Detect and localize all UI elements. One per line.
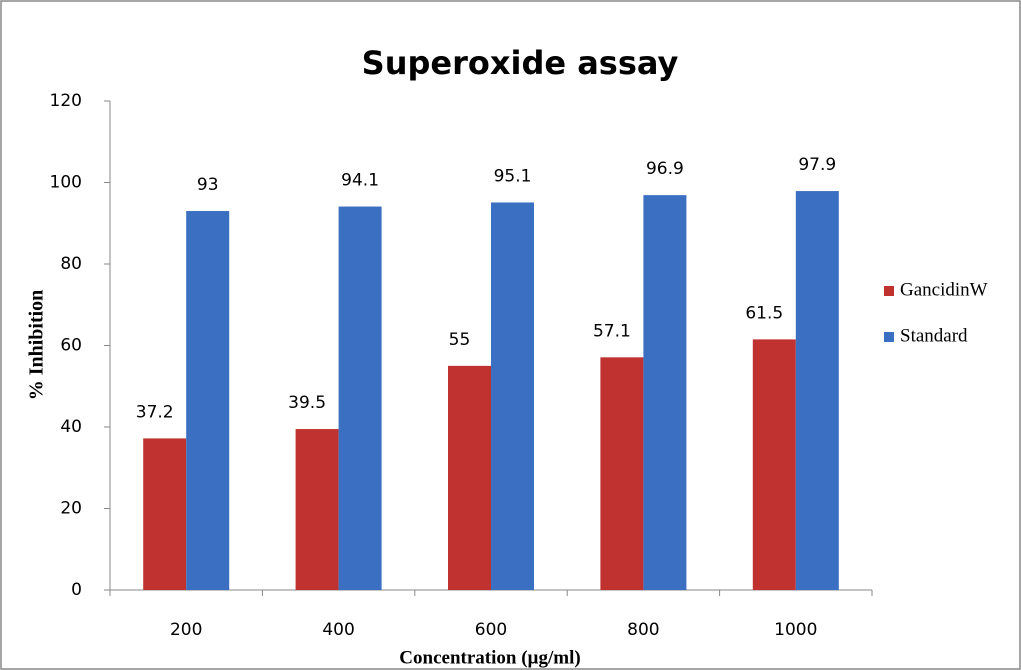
bar [752,339,796,590]
value-label: 95.1 [494,166,532,186]
y-tick-label: 60 [60,336,82,356]
value-label: 61.5 [745,303,783,323]
value-label: 55 [449,330,471,350]
x-tick-label: 200 [170,620,202,640]
bar [448,365,491,590]
bar [795,191,839,590]
chart-title: Superoxide assay [362,44,679,82]
value-label: 97.9 [798,155,836,175]
legend-swatch [884,286,894,296]
legend-swatch [884,332,894,342]
value-label: 94.1 [341,171,379,191]
x-tick-label: 800 [627,620,659,640]
y-tick-label: 80 [60,254,82,274]
x-tick-label: 600 [475,620,507,640]
y-tick-label: 120 [50,91,82,111]
bar [491,202,534,590]
value-label: 57.1 [593,321,631,341]
bar [295,429,339,590]
bar [643,195,687,590]
legend-label: Standard [900,325,968,346]
x-tick-label: 1000 [774,620,817,640]
y-axis-label: % Inhibition [26,290,48,401]
bar [600,357,644,590]
x-axis-label: Concentration (µg/ml) [399,647,580,668]
y-tick-label: 20 [60,499,82,519]
y-tick-label: 100 [50,173,82,193]
y-tick-label: 40 [60,417,82,437]
bar [143,438,187,590]
value-label: 39.5 [288,393,326,413]
value-label: 96.9 [646,159,684,179]
bar [338,206,382,591]
legend-label: GancidinW [900,279,988,300]
value-label: 93 [197,175,219,195]
value-label: 37.2 [136,402,174,422]
x-tick-label: 400 [322,620,354,640]
bar [186,211,230,590]
y-tick-label: 0 [71,580,82,600]
